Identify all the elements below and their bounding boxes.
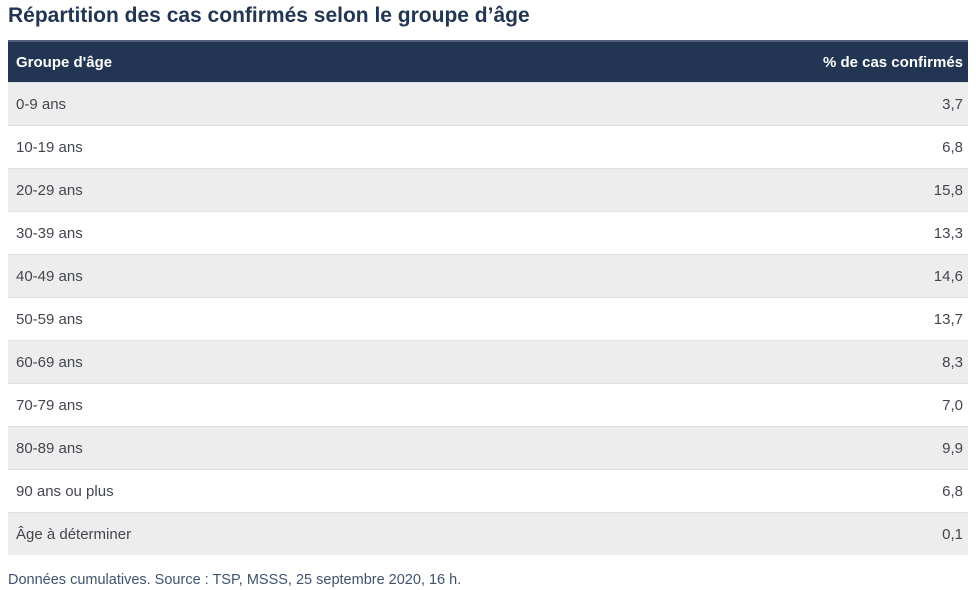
percent-cell: 13,3 (448, 211, 968, 255)
percent-cell: 7,0 (448, 383, 968, 427)
age-group-cell: 40-49 ans (8, 254, 449, 298)
table-header: Groupe d'âge % de cas confirmés (8, 41, 968, 83)
percent-cell: 3,7 (448, 82, 968, 126)
percent-cell: 6,8 (448, 125, 968, 169)
column-header-age-group: Groupe d'âge (8, 41, 449, 83)
percent-cell: 9,9 (448, 426, 968, 470)
age-group-cell: 50-59 ans (8, 297, 449, 341)
table-row: 90 ans ou plus 6,8 (8, 469, 968, 513)
table-header-row: Groupe d'âge % de cas confirmés (8, 41, 968, 83)
table-row: 70-79 ans 7,0 (8, 383, 968, 427)
age-group-cell: 0-9 ans (8, 82, 449, 126)
percent-cell: 8,3 (448, 340, 968, 384)
page-title: Répartition des cas confirmés selon le g… (8, 4, 530, 27)
table-row: 40-49 ans 14,6 (8, 254, 968, 298)
source-note: Données cumulatives. Source : TSP, MSSS,… (8, 572, 462, 589)
age-group-cell: Âge à déterminer (8, 512, 449, 556)
percent-cell: 0,1 (448, 512, 968, 556)
table-body: 0-9 ans 3,7 10-19 ans 6,8 20-29 ans 15,8… (8, 82, 968, 556)
percent-cell: 14,6 (448, 254, 968, 298)
table-row: 80-89 ans 9,9 (8, 426, 968, 470)
table-row: 60-69 ans 8,3 (8, 340, 968, 384)
age-group-cell: 60-69 ans (8, 340, 449, 384)
table-row: 30-39 ans 13,3 (8, 211, 968, 255)
age-group-cell: 20-29 ans (8, 168, 449, 212)
table-row: 0-9 ans 3,7 (8, 82, 968, 126)
percent-cell: 13,7 (448, 297, 968, 341)
age-group-cell: 70-79 ans (8, 383, 449, 427)
age-group-cell: 90 ans ou plus (8, 469, 449, 513)
age-distribution-table: Groupe d'âge % de cas confirmés 0-9 ans … (8, 40, 968, 556)
percent-cell: 15,8 (448, 168, 968, 212)
table-row: 50-59 ans 13,7 (8, 297, 968, 341)
age-group-cell: 30-39 ans (8, 211, 449, 255)
percent-cell: 6,8 (448, 469, 968, 513)
age-group-cell: 80-89 ans (8, 426, 449, 470)
column-header-percent-confirmed: % de cas confirmés (448, 41, 968, 83)
table-row: Âge à déterminer 0,1 (8, 512, 968, 556)
table-row: 20-29 ans 15,8 (8, 168, 968, 212)
age-group-cell: 10-19 ans (8, 125, 449, 169)
table-row: 10-19 ans 6,8 (8, 125, 968, 169)
